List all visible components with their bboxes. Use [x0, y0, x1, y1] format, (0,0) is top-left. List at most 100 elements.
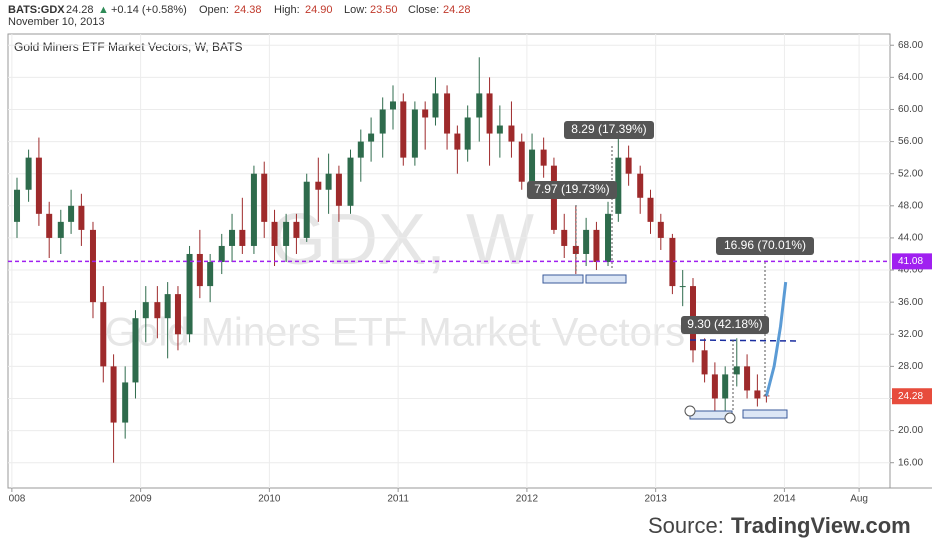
candle-body: [174, 294, 181, 335]
y-tick-label: 16.00: [898, 457, 923, 468]
last-price-box: [892, 388, 932, 405]
candle-body: [122, 382, 129, 423]
source-name: TradingView.com: [731, 513, 911, 538]
x-tick-label: 2012: [516, 494, 539, 505]
candle-body: [464, 117, 471, 150]
date: November 10, 2013: [8, 16, 105, 28]
candle-body: [46, 213, 53, 238]
candle-body: [154, 302, 161, 319]
candle-body: [422, 109, 429, 118]
field-label: Low:: [344, 4, 367, 16]
candle-body: [14, 189, 21, 222]
candle-body: [454, 133, 461, 150]
x-tick-label: 2013: [645, 494, 668, 505]
y-tick-label: 68.00: [898, 40, 923, 51]
candle-body: [57, 221, 64, 238]
candle-body: [335, 173, 342, 206]
annotation-box: [564, 121, 654, 139]
y-tick-label: 40.00: [898, 265, 923, 276]
candle-body: [89, 229, 96, 303]
y-tick-label: 48.00: [898, 200, 923, 211]
price-label: 41.08: [898, 256, 923, 267]
candle-body: [615, 157, 622, 214]
candle-body: [701, 350, 708, 375]
field-value: 24.28: [443, 4, 471, 16]
candle-body: [432, 93, 439, 118]
candle-body: [207, 262, 214, 287]
x-tick-label: 2009: [129, 494, 152, 505]
field-label: Close:: [408, 4, 439, 16]
candle-body: [283, 221, 290, 246]
candle-body: [669, 237, 676, 287]
candle-body: [250, 173, 257, 246]
price: 24.28: [66, 4, 94, 16]
candle-body: [78, 205, 85, 230]
candle-body: [347, 157, 354, 206]
field-label: Open:: [199, 4, 229, 16]
annotation-box: [681, 316, 769, 334]
candle-body: [411, 109, 418, 158]
candle-body: [239, 229, 246, 246]
candle-body: [605, 213, 612, 263]
marker-box: [742, 409, 788, 419]
candle-body: [218, 245, 225, 263]
field-value: 23.50: [370, 4, 398, 16]
field-value: 24.90: [305, 4, 333, 16]
candle-body: [132, 318, 139, 383]
candle-body: [261, 173, 268, 222]
candle-body: [657, 221, 664, 238]
last-price-label: 24.28: [898, 391, 923, 402]
annotation: 9.30 (42.18%): [687, 317, 762, 331]
annotation: 7.97 (19.73%): [534, 182, 609, 196]
y-tick-label: 28.00: [898, 361, 923, 372]
symbol: BATS:GDX: [8, 4, 65, 16]
candle-body: [637, 173, 644, 198]
candle-body: [379, 109, 386, 134]
candle-body: [100, 302, 107, 367]
source-prefix: Source:: [648, 513, 724, 538]
field-value: 24.38: [234, 4, 262, 16]
candle-body: [303, 181, 310, 238]
candle-body: [593, 229, 600, 263]
candle-body: [508, 125, 515, 142]
y-tick-label: 52.00: [898, 168, 923, 179]
candle-body: [733, 366, 740, 375]
x-tick-label: 2014: [773, 494, 796, 505]
candle-body: [186, 253, 193, 335]
candle-body: [25, 157, 32, 190]
x-tick-label: 008: [9, 494, 26, 505]
candle-body: [518, 141, 525, 182]
candle-body: [583, 229, 590, 254]
candle-body: [529, 149, 536, 182]
candle-body: [540, 149, 547, 166]
watermark: Gold Miners ETF Market Vectors: [105, 311, 685, 355]
candle-body: [35, 157, 42, 214]
annotation: 16.96 (70.01%): [724, 238, 806, 252]
candle-body: [496, 125, 503, 134]
candle-body: [315, 181, 322, 190]
marker-box: [542, 274, 584, 284]
candle-body: [68, 205, 75, 222]
candle-body: [142, 302, 149, 319]
candle-body: [647, 197, 654, 222]
candle-body: [711, 374, 718, 399]
candle-body: [400, 101, 407, 158]
change: +0.14 (+0.58%): [111, 4, 187, 16]
candle-body: [625, 157, 632, 174]
candle-body: [293, 221, 300, 238]
watermark: GDX, W: [270, 200, 534, 280]
annotation-box: [716, 237, 814, 255]
marker-box: [585, 274, 627, 284]
projection-line: [764, 281, 788, 397]
marker-dot: [724, 412, 736, 424]
x-tick-label: 2011: [387, 494, 409, 505]
y-tick-label: 56.00: [898, 136, 923, 147]
candle-body: [110, 366, 117, 423]
candle-body: [325, 173, 332, 190]
candle-body: [754, 390, 761, 399]
candle-body: [744, 366, 751, 391]
annotation: 8.29 (17.39%): [571, 122, 646, 136]
arrow: ▲: [98, 4, 109, 16]
